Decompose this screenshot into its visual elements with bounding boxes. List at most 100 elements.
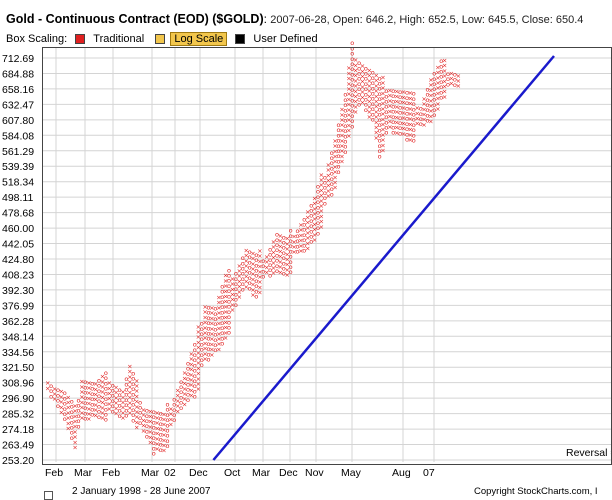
pnf-o-mark: o xyxy=(302,215,306,223)
pnf-x-mark: × xyxy=(326,182,331,190)
pnf-x-mark: × xyxy=(346,85,351,93)
pnf-o-mark: o xyxy=(261,257,265,265)
pnf-o-mark: o xyxy=(343,96,347,104)
pnf-x-mark: × xyxy=(209,346,214,354)
pnf-o-mark: o xyxy=(261,262,265,270)
pnf-o-mark: o xyxy=(378,85,382,93)
pnf-o-mark: o xyxy=(124,412,128,420)
pnf-x-mark: × xyxy=(312,231,317,239)
pnf-x-mark: × xyxy=(86,410,91,418)
pnf-x-mark: × xyxy=(93,380,98,388)
pnf-x-mark: × xyxy=(394,103,399,111)
pnf-o-mark: o xyxy=(316,209,320,217)
pnf-o-mark: o xyxy=(330,159,334,167)
pnf-o-mark: o xyxy=(248,269,252,277)
pnf-x-mark: × xyxy=(189,376,194,384)
pnf-o-mark: o xyxy=(419,120,423,128)
pnf-o-mark: o xyxy=(309,238,313,246)
pnf-x-mark: × xyxy=(127,388,132,396)
pnf-o-mark: o xyxy=(337,147,341,155)
pnf-x-mark: × xyxy=(86,394,91,402)
pnf-x-mark: × xyxy=(216,299,221,307)
pnf-x-mark: × xyxy=(52,385,57,393)
pnf-o-mark: o xyxy=(200,340,204,348)
pnf-o-mark: o xyxy=(124,406,128,414)
pnf-x-mark: × xyxy=(408,136,413,144)
pnf-o-mark: o xyxy=(426,106,430,114)
pnf-o-mark: o xyxy=(371,116,375,124)
user-defined-option[interactable]: User Defined xyxy=(253,33,318,45)
y-tick-label: 539.39 xyxy=(2,161,34,173)
pnf-o-mark: o xyxy=(323,189,327,197)
pnf-o-mark: o xyxy=(145,417,149,425)
pnf-o-mark: o xyxy=(131,411,135,419)
pnf-o-mark: o xyxy=(405,136,409,144)
pnf-x-mark: × xyxy=(298,221,303,229)
pnf-o-mark: o xyxy=(234,301,238,309)
pnf-x-mark: × xyxy=(401,99,406,107)
pnf-o-mark: o xyxy=(296,227,300,235)
pnf-x-mark: × xyxy=(237,293,242,301)
footer-checkbox[interactable] xyxy=(44,491,53,500)
pnf-o-mark: o xyxy=(453,76,457,84)
pnf-x-mark: × xyxy=(243,252,248,260)
pnf-o-mark: o xyxy=(97,392,101,400)
pnf-o-mark: o xyxy=(268,256,272,264)
pnf-o-mark: o xyxy=(70,398,74,406)
pnf-o-mark: o xyxy=(131,401,135,409)
pnf-o-mark: o xyxy=(296,242,300,250)
pnf-x-mark: × xyxy=(196,338,201,346)
pnf-o-mark: o xyxy=(323,179,327,187)
pnf-o-mark: o xyxy=(384,129,388,137)
pnf-o-mark: o xyxy=(241,285,245,293)
pnf-o-mark: o xyxy=(166,442,170,450)
pnf-o-mark: o xyxy=(254,267,258,275)
pnf-x-mark: × xyxy=(353,98,358,106)
pnf-x-mark: × xyxy=(209,304,214,312)
pnf-x-mark: × xyxy=(278,268,283,276)
pnf-x-mark: × xyxy=(408,110,413,118)
pnf-o-mark: o xyxy=(364,90,368,98)
pnf-o-mark: o xyxy=(254,287,258,295)
pnf-x-mark: × xyxy=(339,152,344,160)
log-scale-option[interactable]: Log Scale xyxy=(170,32,228,46)
log-scale-swatch[interactable] xyxy=(155,34,166,44)
pnf-o-mark: o xyxy=(268,271,272,279)
pnf-o-mark: o xyxy=(343,91,347,99)
pnf-x-mark: × xyxy=(161,421,166,429)
pnf-x-mark: × xyxy=(326,166,331,174)
pnf-x-mark: × xyxy=(380,147,385,155)
pnf-o-mark: o xyxy=(220,288,224,296)
pnf-x-mark: × xyxy=(72,428,77,436)
user-defined-swatch[interactable] xyxy=(235,34,246,44)
traditional-option[interactable]: Traditional xyxy=(93,33,145,45)
pnf-o-mark: o xyxy=(227,303,231,311)
pnf-x-mark: × xyxy=(107,390,112,398)
pnf-o-mark: o xyxy=(227,318,231,326)
pnf-x-mark: × xyxy=(196,364,201,372)
pnf-o-mark: o xyxy=(350,117,354,125)
pnf-o-mark: o xyxy=(63,389,67,397)
pnf-x-mark: × xyxy=(86,415,91,423)
pnf-x-mark: × xyxy=(387,97,392,105)
pnf-o-mark: o xyxy=(193,367,197,375)
pnf-o-mark: o xyxy=(378,137,382,145)
pnf-o-mark: o xyxy=(159,436,163,444)
pnf-o-mark: o xyxy=(282,265,286,273)
pnf-x-mark: × xyxy=(271,264,276,272)
pnf-o-mark: o xyxy=(398,103,402,111)
pnf-x-mark: × xyxy=(414,104,419,112)
pnf-x-mark: × xyxy=(45,379,50,387)
pnf-x-mark: × xyxy=(339,158,344,166)
pnf-x-mark: × xyxy=(237,272,242,280)
pnf-o-mark: o xyxy=(254,272,258,280)
pnf-x-mark: × xyxy=(209,351,214,359)
traditional-swatch[interactable] xyxy=(75,34,86,44)
pnf-x-mark: × xyxy=(380,84,385,92)
pnf-x-mark: × xyxy=(387,118,392,126)
pnf-x-mark: × xyxy=(339,116,344,124)
pnf-x-mark: × xyxy=(380,126,385,134)
pnf-x-mark: × xyxy=(79,409,84,417)
pnf-x-mark: × xyxy=(113,410,118,418)
pnf-o-mark: o xyxy=(248,279,252,287)
